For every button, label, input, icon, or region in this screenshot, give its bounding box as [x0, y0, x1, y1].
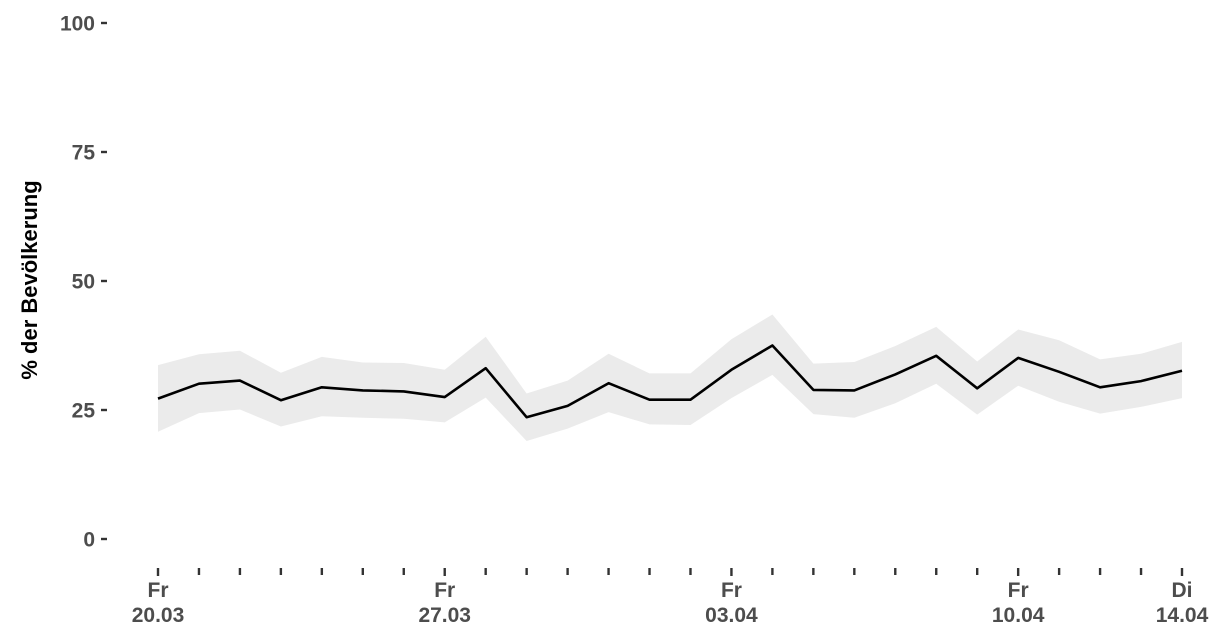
x-tick-label-day: Fr: [721, 579, 742, 602]
x-tick-label-day: Fr: [434, 579, 455, 602]
x-tick-label-date: 27.03: [418, 604, 471, 627]
y-tick-label: 75: [72, 142, 96, 165]
y-axis: 0 25 50 75 100: [60, 13, 107, 552]
confidence-band: [158, 314, 1182, 441]
series-line: [157, 344, 1183, 419]
confidence-band-layer: [158, 314, 1182, 441]
y-tick-label: 25: [72, 400, 96, 423]
x-tick-label-date: 10.04: [992, 604, 1045, 627]
x-tick-label-date: 20.03: [132, 604, 185, 627]
series-line-layer: [157, 344, 1183, 419]
x-tick-label-date: 14.04: [1156, 604, 1209, 627]
y-tick-label: 0: [83, 529, 95, 552]
y-tick-label: 50: [72, 271, 95, 294]
x-tick-label-day: Fr: [1008, 579, 1029, 602]
y-tick-label: 100: [60, 13, 95, 36]
x-tick-label-day: Fr: [148, 579, 169, 602]
y-axis-title: % der Bevölkerung: [17, 180, 42, 379]
x-tick-label-day: Di: [1172, 579, 1193, 602]
x-tick-label-date: 03.04: [705, 604, 758, 627]
